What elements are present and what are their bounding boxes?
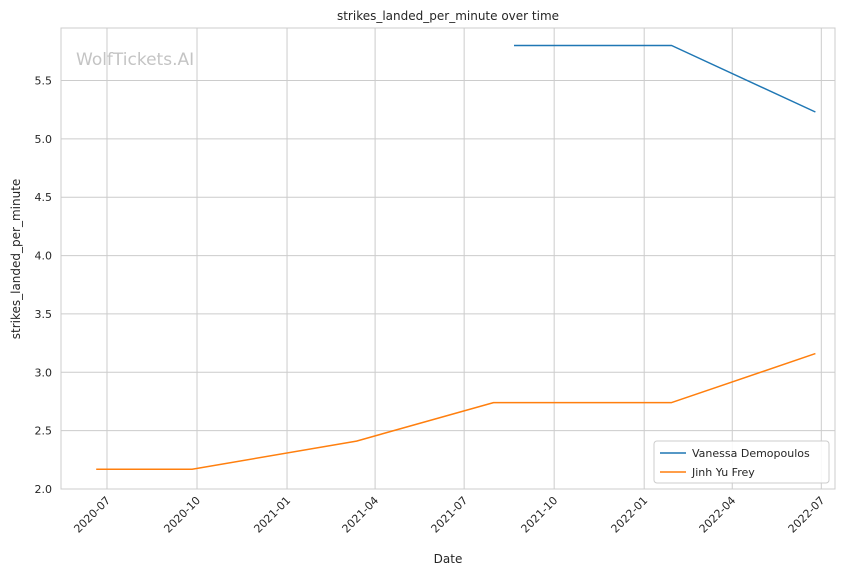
grid [61,28,835,490]
series-line-0 [514,44,816,113]
y-tick-label: 4.0 [35,250,53,263]
x-tick-label: 2021-07 [429,494,471,536]
y-axis-label: strikes_landed_per_minute [9,179,23,340]
x-tick-label: 2021-01 [251,494,293,536]
y-tick-label: 4.5 [35,191,53,204]
x-tick-label: 2022-04 [697,494,739,536]
y-tick-label: 5.5 [35,75,53,88]
x-tick-label: 2022-01 [609,494,651,536]
y-tick-label: 3.5 [35,308,53,321]
x-tick-label: 2021-10 [519,494,561,536]
legend-box [653,440,830,484]
x-tick-label: 2021-04 [340,494,382,536]
plot-area [60,27,836,490]
x-axis-label: Date [434,552,463,566]
chart-title: strikes_landed_per_minute over time [337,9,559,23]
series-lines [96,44,816,470]
x-tick-label: 2020-10 [161,494,203,536]
x-tick-label: 2020-07 [71,494,113,536]
y-tick-label: 5.0 [35,133,53,146]
legend-label-0: Vanessa Demopoulos [692,447,810,460]
legend-label-1: Jinh Yu Frey [691,466,755,479]
y-tick-label: 3.0 [35,366,53,379]
x-tick-label: 2022-07 [786,494,828,536]
y-tick-label: 2.0 [35,483,53,496]
watermark: WolfTickets.AI [76,50,194,70]
series-line-1 [96,352,816,470]
y-tick-label: 2.5 [35,425,53,438]
legend: Vanessa Demopoulos Jinh Yu Frey [653,440,830,484]
